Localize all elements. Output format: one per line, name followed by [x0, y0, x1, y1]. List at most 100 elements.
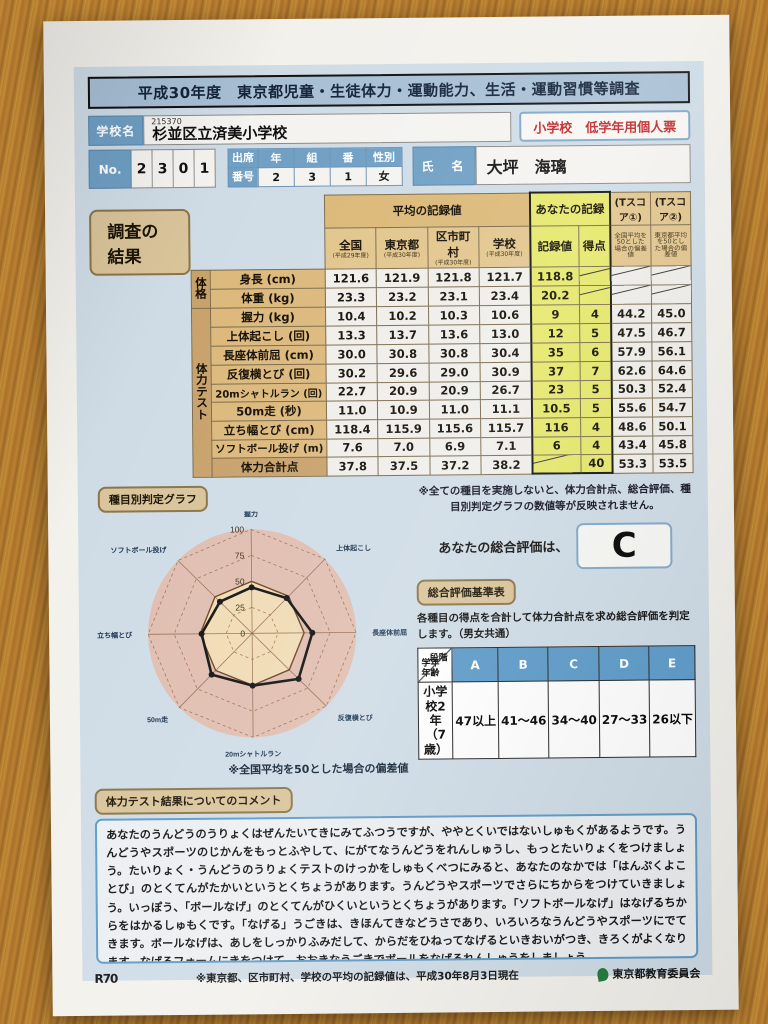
no-digit: 2	[131, 149, 153, 189]
cell-t1: 48.6	[611, 416, 653, 436]
cell-city: 30.8	[428, 343, 480, 363]
row-item: 体重 (kg)	[210, 287, 326, 308]
cell-tokyo: 23.2	[376, 286, 429, 307]
criteria-range-e: 26以下	[649, 679, 696, 758]
criteria-table: 段階 学年 年齢 A B C D E 小学校2年 （7歳） 47以上 41～46…	[417, 645, 696, 760]
cell-t1: 47.5	[610, 322, 652, 342]
cell-t2: 54.7	[652, 397, 693, 417]
row-item: 20mシャトルラン (回)	[211, 382, 327, 402]
svg-text:50: 50	[235, 576, 245, 586]
comment-text: あなたのうんどうのうりょくはぜんたいてきにみてふつうですが、ややとくいではないし…	[94, 813, 699, 964]
cell-t1: 62.6	[611, 360, 652, 380]
cell-points-total: 40	[580, 453, 613, 474]
overall-evaluation-line: あなたの総合評価は、 C	[416, 521, 694, 571]
criteria-range-b: 41～46	[498, 681, 550, 759]
no-label: No.	[88, 149, 132, 189]
row-item: 立ち幅とび (cm)	[211, 419, 327, 440]
svg-text:25: 25	[235, 602, 245, 612]
criteria-grade-a: A	[452, 647, 499, 683]
row-item: 50m走 (秒)	[211, 400, 327, 421]
cell-record-na	[532, 454, 582, 474]
cell-points: 4	[580, 435, 613, 455]
cell-record: 23	[531, 380, 581, 399]
form-title-bar: 平成30年度 東京都児童・生徒体力・運動能力、生活・運動習慣等調査	[87, 71, 691, 109]
cell-record: 10.5	[531, 398, 581, 418]
attendance-header-class: 組	[293, 148, 331, 168]
col-record: 記録値	[530, 225, 580, 267]
cell-t2: 45.0	[651, 303, 692, 323]
svg-text:75: 75	[235, 550, 245, 560]
group-your-record-header: あなたの記録	[529, 191, 610, 226]
cell-record: 20.2	[530, 285, 580, 305]
cell-points: 4	[580, 416, 612, 437]
cell-record: 116	[531, 417, 581, 437]
svg-text:反復横とび: 反復横とび	[338, 713, 374, 722]
cell-points: 5	[579, 322, 612, 343]
row-item: 長座体前屈 (cm)	[210, 344, 327, 365]
student-name: 大坪 海璃	[475, 144, 691, 186]
cell-t1-na	[610, 284, 652, 304]
criteria-grade-c: C	[548, 646, 599, 682]
overall-grade-badge: C	[576, 521, 673, 569]
cell-city: 6.9	[429, 437, 481, 456]
criteria-description: 各種目の得点を合計して体力合計点を求め総合評価を判定します。（男女共通）	[416, 609, 690, 642]
row-item: 握力 (kg)	[210, 306, 326, 327]
no-digits: 2 3 0 1	[131, 148, 216, 189]
criteria-header-row: 段階 学年 年齢 A B C D E	[417, 645, 696, 683]
radar-chart-block: 種目別判定グラフ 0 25 50 75 100 握力 上体起こし 長座体前屈 反復横とび 20mシ…	[92, 484, 413, 779]
comment-title: 体力テスト結果についてのコメント	[94, 786, 293, 815]
criteria-corner-top: 段階	[429, 653, 448, 664]
group-average-header: 平均の記録値	[324, 192, 531, 228]
attendance-table: 出席 年 組 番 性別 番号 2 3 1 女	[227, 147, 403, 188]
col-national-year: (平成29年度)	[332, 251, 369, 260]
footer-note: ※東京都、区市町村、学校の平均の記録値は、平成30年8月3日現在	[195, 969, 519, 985]
cell-points-na	[579, 265, 611, 286]
form-footer: R70 ※東京都、区市町村、学校の平均の記録値は、平成30年8月3日現在 東京都…	[90, 965, 704, 987]
cell-t2-na	[650, 265, 692, 285]
cell-city: 20.9	[428, 381, 481, 400]
criteria-range-a: 47以上	[452, 681, 499, 759]
attendance-label-top: 出席	[227, 148, 259, 169]
cell-t1-na	[610, 265, 652, 285]
category-fitness: 体力テスト	[191, 307, 213, 477]
cell-points: 5	[580, 397, 612, 418]
criteria-value-row: 小学校2年 （7歳） 47以上 41～46 34～40 27～33 26以下	[418, 679, 696, 760]
svg-text:上体起こし: 上体起こし	[336, 543, 371, 552]
cell-t1: 44.2	[610, 303, 652, 323]
attendance-value-year: 2	[258, 167, 295, 187]
results-section-title: 調査の結果	[89, 208, 192, 276]
t-score-1-header: (Tスコア①)	[609, 191, 651, 225]
cell-record: 12	[531, 323, 580, 343]
cell-points: 6	[579, 341, 612, 362]
category-physique: 体格	[191, 269, 211, 308]
attendance-value-gender: 女	[366, 166, 403, 186]
cell-school: 26.7	[480, 380, 532, 400]
attendance-header-number: 番	[329, 147, 367, 168]
t-score-1-sub: 全国平均を50とした場合の偏差値	[614, 231, 647, 259]
school-row: 学校名 215370 杉並区立済美小学校 小学校 低学年用個人票	[88, 110, 691, 146]
cell-school: 10.6	[479, 304, 532, 325]
leaf-icon	[596, 966, 610, 982]
cell-school: 38.2	[480, 454, 533, 475]
form-type-badge: 小学校 低学年用個人票	[519, 110, 691, 142]
cell-tokyo: 115.9	[377, 418, 430, 439]
school-code: 215370	[151, 116, 182, 127]
cell-national: 30.0	[325, 344, 378, 364]
cell-points: 5	[580, 379, 612, 399]
table-group-header-row: 平均の記録値 あなたの記録 (Tスコア①) (Tスコア②)	[191, 191, 691, 229]
cell-t1: 50.3	[611, 379, 653, 398]
col-school-year: (平成30年度)	[486, 250, 523, 258]
svg-text:ソフトボール投げ: ソフトボール投げ	[110, 545, 167, 555]
cell-points-na	[579, 284, 611, 305]
cell-national: 23.3	[325, 287, 377, 307]
cell-national: 121.6	[325, 268, 377, 288]
cell-tokyo: 30.8	[377, 343, 429, 364]
cell-national: 118.4	[326, 419, 379, 439]
overall-evaluation-question: あなたの総合評価は、	[438, 540, 569, 557]
criteria-range-d: 27～33	[598, 680, 651, 758]
col-tokyo: 東京都	[384, 237, 420, 252]
criteria-row-label: 小学校2年 （7歳）	[418, 682, 454, 760]
cell-t1: 43.4	[611, 435, 653, 454]
row-item-total: 体力合計点	[211, 456, 328, 477]
